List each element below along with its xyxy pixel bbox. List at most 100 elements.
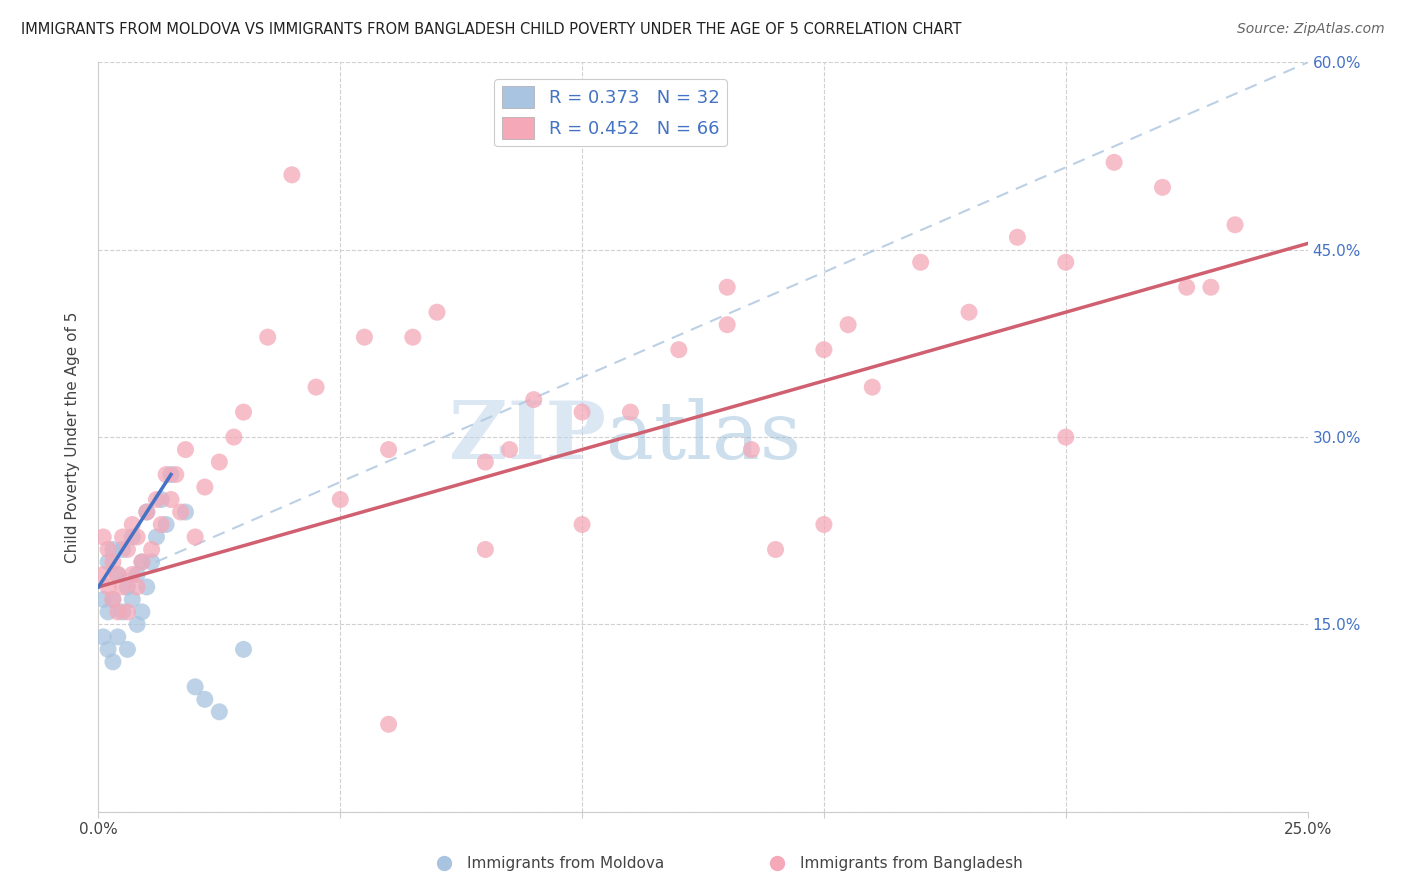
Point bbox=[222, 430, 245, 444]
Point bbox=[232, 405, 254, 419]
Point bbox=[101, 555, 124, 569]
Point bbox=[141, 555, 163, 569]
Point bbox=[813, 517, 835, 532]
Point bbox=[523, 392, 546, 407]
Point bbox=[377, 442, 399, 457]
Point bbox=[121, 592, 143, 607]
Point bbox=[111, 530, 134, 544]
Point bbox=[97, 642, 120, 657]
Point bbox=[127, 617, 149, 632]
Point bbox=[571, 405, 593, 419]
Point bbox=[1054, 430, 1077, 444]
Point bbox=[101, 542, 124, 557]
Point bbox=[101, 592, 124, 607]
Point bbox=[91, 567, 114, 582]
Text: Immigrants from Moldova: Immigrants from Moldova bbox=[467, 855, 665, 871]
Point bbox=[111, 605, 134, 619]
Point bbox=[668, 343, 690, 357]
Point bbox=[402, 330, 425, 344]
Point bbox=[377, 717, 399, 731]
Point bbox=[131, 605, 153, 619]
Point bbox=[716, 280, 738, 294]
Text: Immigrants from Bangladesh: Immigrants from Bangladesh bbox=[800, 855, 1022, 871]
Point bbox=[97, 555, 120, 569]
Point bbox=[329, 492, 352, 507]
Point bbox=[131, 555, 153, 569]
Point bbox=[957, 305, 980, 319]
Point bbox=[135, 505, 157, 519]
Point bbox=[150, 517, 173, 532]
Point bbox=[256, 330, 278, 344]
Point bbox=[184, 680, 207, 694]
Point bbox=[1199, 280, 1222, 294]
Point bbox=[91, 530, 114, 544]
Point bbox=[97, 542, 120, 557]
Point bbox=[619, 405, 641, 419]
Point bbox=[716, 318, 738, 332]
Text: IMMIGRANTS FROM MOLDOVA VS IMMIGRANTS FROM BANGLADESH CHILD POVERTY UNDER THE AG: IMMIGRANTS FROM MOLDOVA VS IMMIGRANTS FR… bbox=[21, 22, 962, 37]
Point bbox=[121, 530, 143, 544]
Point bbox=[165, 467, 187, 482]
Text: ZIP: ZIP bbox=[450, 398, 606, 476]
Point bbox=[160, 467, 183, 482]
Point bbox=[111, 542, 134, 557]
Point bbox=[145, 530, 167, 544]
Point bbox=[127, 567, 149, 582]
Point bbox=[107, 605, 129, 619]
Point bbox=[194, 480, 217, 494]
Point bbox=[155, 467, 177, 482]
Point bbox=[474, 542, 496, 557]
Point bbox=[433, 856, 456, 871]
Point bbox=[766, 856, 789, 871]
Point bbox=[91, 630, 114, 644]
Point bbox=[232, 642, 254, 657]
Point bbox=[305, 380, 328, 394]
Point bbox=[111, 580, 134, 594]
Point bbox=[127, 580, 149, 594]
Text: atlas: atlas bbox=[606, 398, 801, 476]
Point bbox=[426, 305, 449, 319]
Text: Source: ZipAtlas.com: Source: ZipAtlas.com bbox=[1237, 22, 1385, 37]
Point bbox=[131, 555, 153, 569]
Point bbox=[155, 517, 177, 532]
Point bbox=[121, 567, 143, 582]
Point bbox=[160, 492, 183, 507]
Point bbox=[837, 318, 859, 332]
Point bbox=[117, 580, 139, 594]
Point bbox=[353, 330, 375, 344]
Point bbox=[813, 343, 835, 357]
Point bbox=[474, 455, 496, 469]
Point bbox=[135, 580, 157, 594]
Point bbox=[169, 505, 191, 519]
Point bbox=[117, 542, 139, 557]
Point bbox=[765, 542, 787, 557]
Point bbox=[101, 655, 124, 669]
Point bbox=[208, 705, 231, 719]
Point bbox=[1223, 218, 1246, 232]
Point bbox=[184, 530, 207, 544]
Point bbox=[1102, 155, 1125, 169]
Point bbox=[208, 455, 231, 469]
Point bbox=[860, 380, 883, 394]
Point bbox=[1175, 280, 1198, 294]
Y-axis label: Child Poverty Under the Age of 5: Child Poverty Under the Age of 5 bbox=[65, 311, 80, 563]
Point bbox=[117, 642, 139, 657]
Point bbox=[97, 580, 120, 594]
Legend: R = 0.373   N = 32, R = 0.452   N = 66: R = 0.373 N = 32, R = 0.452 N = 66 bbox=[495, 79, 727, 146]
Point bbox=[281, 168, 304, 182]
Point bbox=[97, 605, 120, 619]
Point bbox=[571, 517, 593, 532]
Point bbox=[91, 592, 114, 607]
Point bbox=[498, 442, 520, 457]
Point bbox=[1054, 255, 1077, 269]
Point bbox=[127, 530, 149, 544]
Point bbox=[150, 492, 173, 507]
Point bbox=[135, 505, 157, 519]
Point bbox=[141, 542, 163, 557]
Point bbox=[1007, 230, 1029, 244]
Point bbox=[194, 692, 217, 706]
Point bbox=[107, 630, 129, 644]
Point bbox=[107, 567, 129, 582]
Point bbox=[174, 505, 197, 519]
Point bbox=[740, 442, 762, 457]
